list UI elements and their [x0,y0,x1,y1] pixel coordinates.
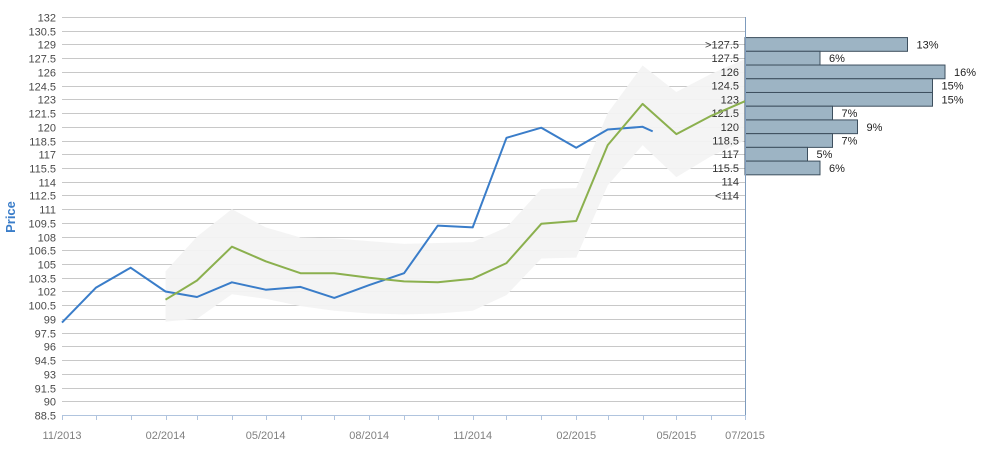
histogram-percent-label: 9% [867,122,883,134]
y-tick-label: 111 [39,205,56,217]
histogram-bin-label: 115.5 [712,163,739,175]
series-layer [61,100,746,324]
histogram-bar [744,160,821,176]
histogram-bin-label: 114 [721,177,739,189]
price-history-line [61,125,654,324]
x-tick-label: 05/2015 [656,430,696,442]
histogram-bin-label: 123 [721,94,739,106]
x-tick-label: 05/2014 [246,430,286,442]
histogram-percent-label: 15% [942,81,964,93]
y-tick-label: 115.5 [29,164,56,176]
histogram-bar [744,105,833,121]
histogram-bar [744,50,821,66]
x-tick-label: 08/2014 [349,430,389,442]
y-tick-label: 106.5 [28,246,56,258]
y-tick-label: 97.5 [35,329,56,341]
y-tick-label: 117 [38,150,56,162]
y-tick-label: 90 [44,397,56,409]
y-tick-label: 121.5 [28,109,56,121]
histogram-percent-label: 5% [817,149,833,161]
y-tick-label: 123 [38,95,56,107]
x-tick-label: 11/2014 [453,430,492,442]
y-tick-label: 88.5 [35,411,56,423]
y-tick-label: 112.5 [29,191,56,203]
histogram-percent-label: 15% [942,94,964,106]
y-tick-label: 126 [38,68,56,80]
y-tick-label: 109.5 [28,219,56,231]
histogram-percent-label: 7% [842,108,858,120]
histogram-percent-label: 6% [829,53,845,65]
y-tick-label: 93 [44,370,56,382]
histogram-bin-label: >127.5 [705,39,739,51]
histogram-percent-label: 6% [829,163,845,175]
histogram-layer: >127.5 13% 127.5 6% 126 16% 124.5 15% 123 15% 121.… [705,37,976,202]
forecast-band [165,59,746,322]
y-tick-label: 118.5 [29,137,56,149]
histogram-bin-label: 117 [721,149,739,161]
histogram-bin-label: 127.5 [711,53,739,65]
histogram-bin-label: 124.5 [711,81,739,93]
histogram-percent-label: 7% [842,136,858,148]
histogram-bar [744,133,833,148]
histogram-bar [744,91,933,107]
histogram-bin-label: 120 [721,122,739,134]
histogram-bar [744,146,808,162]
histogram-percent-label: 13% [917,39,939,51]
histogram-bar [744,78,933,93]
y-tick-label: 96 [44,342,56,354]
y-tick-label: 99 [44,315,56,327]
x-tick-label: 02/2014 [146,430,186,442]
y-tick-label: 124.5 [28,82,56,94]
y-tick-label: 132 [38,13,56,25]
x-tick-label: 11/2013 [43,430,82,442]
y-tick-label: 127.5 [28,54,56,66]
histogram-bar [744,64,946,80]
histogram-bin-label: 118.5 [712,136,739,148]
histogram-bin-label: <114 [715,190,739,202]
y-tick-label: 129 [38,40,56,52]
y-tick-label: 108 [38,233,56,245]
y-tick-label: 91.5 [35,384,56,396]
histogram-bin-label: 126 [721,67,739,79]
y-tick-label: 102 [38,287,56,299]
x-tick-label: 07/2015 [725,430,765,442]
forecast-band-layer [165,59,746,322]
histogram-bar [744,37,908,52]
y-tick-label: 120 [38,123,56,135]
y-tick-label: 100.5 [28,301,56,313]
x-tick-label: 02/2015 [556,430,596,442]
y-tick-label: 105 [38,260,56,272]
y-tick-label: 114 [38,178,56,190]
forecast-median-line [164,100,746,301]
histogram-percent-label: 16% [954,67,976,79]
y-tick-label: 130.5 [28,27,56,39]
histogram-bar [744,119,858,135]
y-axis-title: Price [3,201,18,233]
y-tick-label: 103.5 [28,274,56,286]
histogram-bin-label: 121.5 [711,108,739,120]
y-tick-label: 94.5 [35,356,56,368]
